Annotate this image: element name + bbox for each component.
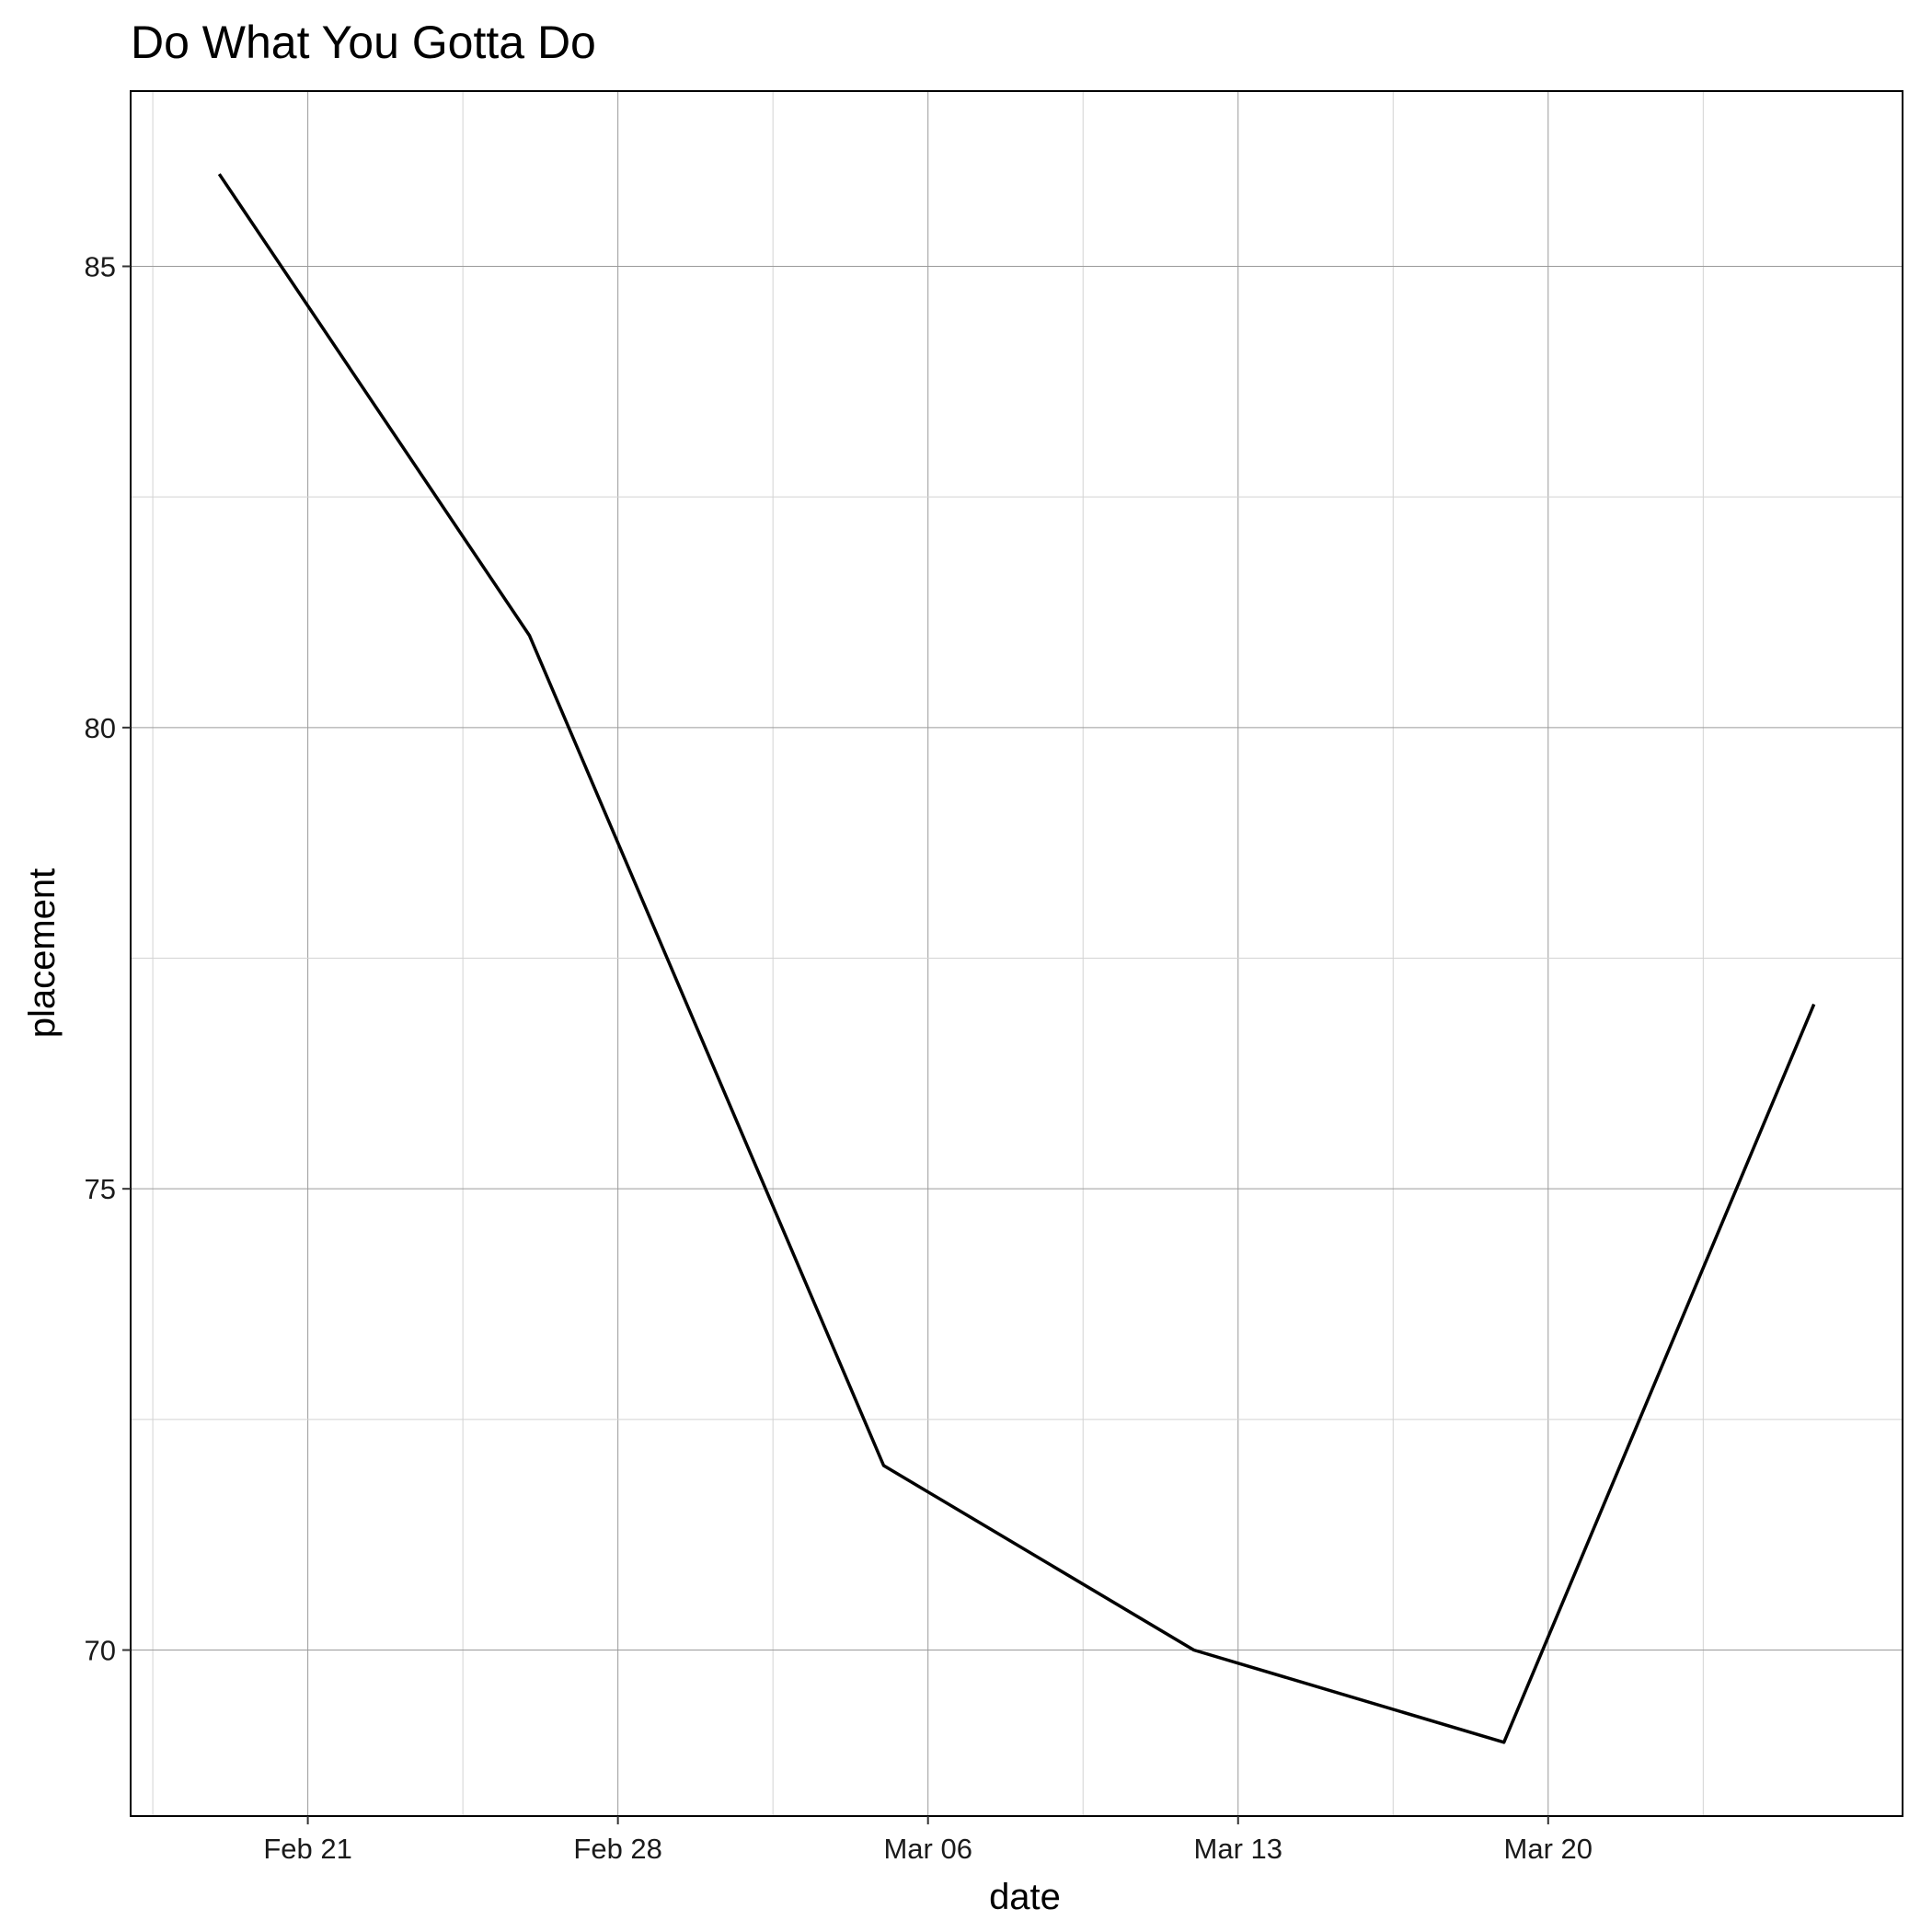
x-tick-label: Feb 21 xyxy=(263,1833,352,1865)
y-tick-label: 75 xyxy=(85,1173,116,1205)
x-tick-label: Mar 20 xyxy=(1504,1833,1593,1865)
y-tick-label: 85 xyxy=(85,251,116,283)
x-axis-title: date xyxy=(989,1877,1061,1917)
y-tick-label: 80 xyxy=(85,712,116,744)
series-line-placement xyxy=(217,173,1816,1744)
y-axis-title: placement xyxy=(22,868,63,1039)
y-tick-label: 70 xyxy=(85,1635,116,1667)
x-tick-label: Mar 13 xyxy=(1194,1833,1282,1865)
x-tick-label: Mar 06 xyxy=(883,1833,972,1865)
grid-lines xyxy=(131,91,1903,1816)
chart-title: Do What You Gotta Do xyxy=(131,17,596,68)
axis-ticks: Feb 21 Feb 28 Mar 06 Mar 13 Mar 20 70 75 80 85 xyxy=(85,251,1593,1865)
x-tick-label: Feb 28 xyxy=(573,1833,662,1865)
plot-border xyxy=(130,90,1903,1817)
